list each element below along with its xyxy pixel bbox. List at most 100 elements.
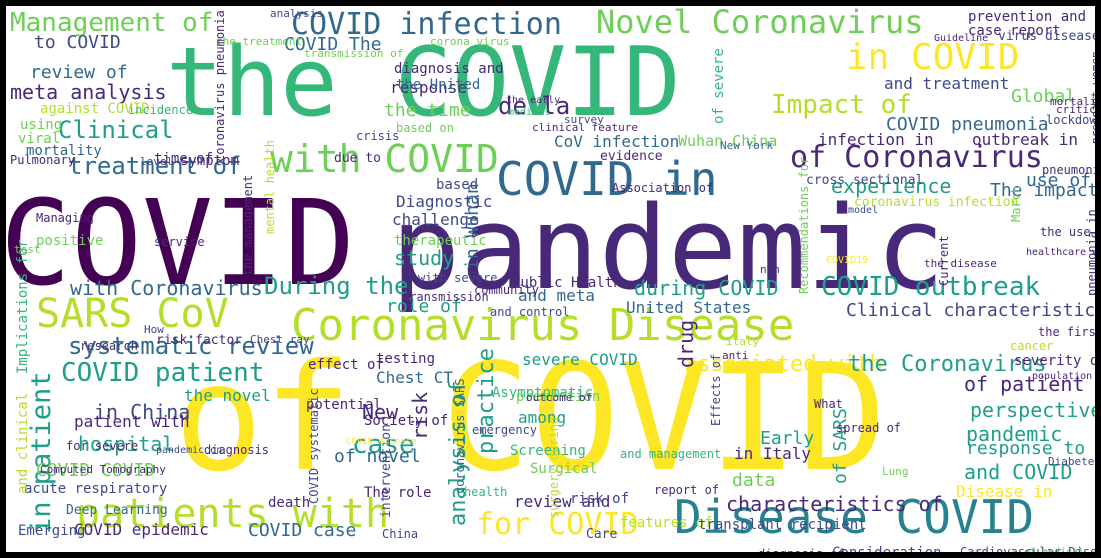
word-pandemic: pandemic [391, 182, 945, 316]
word-for-covid: for COVID [476, 507, 639, 542]
word-cross-sectional: cross sectional [806, 173, 924, 188]
word-due-to: due to [334, 151, 381, 166]
word-clinical-characteristics: Clinical characteristics [846, 300, 1095, 321]
word-features-of: features of [620, 515, 713, 531]
word-during-covid: during COVID [634, 276, 779, 300]
word-data: data [732, 470, 776, 491]
word-wuhan-china: Wuhan China [678, 132, 778, 150]
word-management-of: Management of [10, 8, 214, 38]
word-covid19: COVID19 [826, 255, 869, 266]
word-case-report: case report [968, 23, 1061, 39]
word-review-of: review of [30, 62, 128, 83]
word-level: level [140, 155, 174, 168]
word-lung: Lung [882, 465, 909, 478]
word-in-patient: in patient [26, 371, 57, 534]
word-covid-disease: COVID disease [346, 437, 417, 447]
word-research: research [80, 339, 138, 353]
word-in-china: in China [94, 400, 191, 424]
word-association-of: Association of [612, 181, 714, 195]
word-diagnostic: Diagnostic [396, 192, 493, 211]
word-guideline: Guideline [934, 33, 989, 44]
word-and-clinical: and clinical [15, 392, 31, 494]
word-the-first: the first [1038, 325, 1095, 339]
word-chest-ray: Chest ray [250, 333, 310, 346]
word-diagnosis-and: diagnosis and [394, 61, 504, 77]
word-pneumonia: pneumonia [1042, 163, 1095, 177]
word-and-meta: and meta [518, 286, 596, 305]
word-emergency: emergency [472, 423, 538, 437]
word-challenge: challenge [392, 210, 479, 229]
word-of-coronavirus: of Coronavirus [790, 140, 1043, 175]
word-the-novel: the novel [184, 386, 271, 405]
word-covid-systematic: COVID systematic [307, 388, 321, 504]
word-of-medical: of medical [1024, 548, 1084, 553]
word-asymptomatic: Asymptomatic [492, 385, 594, 401]
word-role-of: role of [386, 296, 462, 317]
word-transmission: transmission [402, 290, 489, 304]
word-report-of: report of [654, 483, 720, 497]
word-early: Early [760, 428, 815, 449]
word-the-covid: the COVID [166, 28, 681, 138]
word-systematic-review: systematic review [68, 332, 314, 360]
word-diagnosis: diagnosis [204, 443, 270, 457]
word-infection-in: infection in [818, 130, 934, 149]
word-patients-with: patients with [76, 491, 390, 537]
word-service: service [154, 235, 205, 249]
word-among: among [518, 408, 567, 427]
word-global: Global [1011, 86, 1077, 107]
word-cardiovascular-disease: Cardiovascular Disease [960, 545, 1095, 552]
word-new-york: New York [720, 139, 773, 152]
word-the-use: the use [1040, 225, 1091, 239]
word-community: community [474, 283, 540, 297]
word-risk-of: risk of [570, 491, 630, 507]
word-case: case [352, 430, 415, 460]
word-how: How [144, 323, 164, 336]
word-mental-health: mental health [263, 140, 277, 234]
word-emerging: Emerging [18, 523, 86, 539]
word-to-covid: to COVID [34, 32, 121, 53]
word-analysis: analysis [270, 7, 323, 20]
word-response-to: response to [966, 438, 1086, 459]
word-model: model [848, 205, 879, 216]
word-non: non [760, 263, 780, 276]
word-screening: Screening [510, 443, 586, 459]
word-covid-patient: COVID patient [61, 358, 265, 388]
word-impact-of: Impact of [771, 90, 912, 120]
word-the-early: the early [506, 95, 561, 106]
word-the-treatment: the treatment [216, 35, 303, 48]
word-disease-in: Disease in [956, 482, 1053, 501]
word-transplant-recipient: transplant recipient [698, 517, 867, 533]
word-mortality-in: mortality in [1050, 95, 1095, 108]
word-sars-cov: SARS CoV [36, 291, 229, 337]
word-with-covid: with COVID [270, 137, 499, 181]
word-using: using [20, 117, 63, 133]
word-survey: survey [564, 113, 604, 126]
word-evidence: evidence [600, 149, 663, 164]
word-lockdown: lockdown [1046, 113, 1095, 127]
word-study: study [394, 246, 455, 270]
word-viral: viral [18, 131, 61, 147]
word-transmission-of: transmission of [304, 47, 404, 60]
word-virus-disease: virus disease [998, 29, 1095, 44]
word-positive: positive [36, 233, 104, 249]
word-new: New [362, 400, 399, 424]
word-critically-ill: critically ill [1056, 103, 1095, 116]
word-covid-covid: COVID COVID [36, 460, 156, 481]
word-potential: potential [306, 397, 382, 413]
word-coronavirus-infection: coronavirus infection [854, 195, 1019, 210]
word-based-on: based on [396, 121, 454, 135]
word-covid-pneumonia: COVID pneumonia [886, 114, 1049, 135]
word-pandemic: pandemic [966, 422, 1063, 446]
word-for-severe: for severe [66, 439, 139, 453]
word-during-the: During the [264, 272, 409, 300]
word-severity-of: severity of [1014, 353, 1095, 369]
word-novel-coronavirus: Novel Coronavirus [596, 6, 924, 41]
word-in-italy: in Italy [734, 444, 812, 463]
word-crisis: crisis [356, 129, 400, 143]
word-managing: Managing [36, 211, 94, 225]
word-of-novel: of novel [334, 446, 421, 467]
word-response: response [390, 78, 468, 97]
word-covid-in: COVID in [496, 152, 718, 206]
word-incidence: incidence [128, 103, 194, 117]
word-in-covid: in COVID [846, 37, 1020, 78]
